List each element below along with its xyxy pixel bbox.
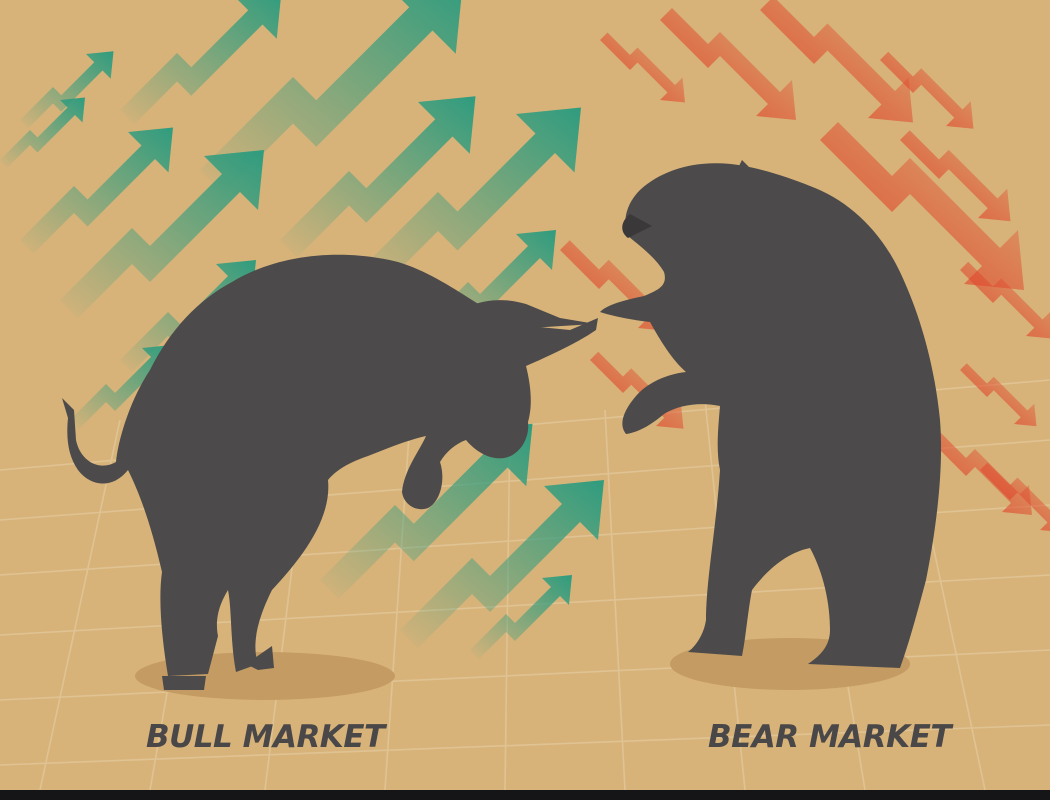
bottom-band [0,790,1050,800]
bear-silhouette [600,160,942,668]
bull-silhouette [62,254,598,690]
bear-market-caption: BEAR MARKET [708,719,952,755]
bull-market-caption: BULL MARKET [146,719,385,755]
